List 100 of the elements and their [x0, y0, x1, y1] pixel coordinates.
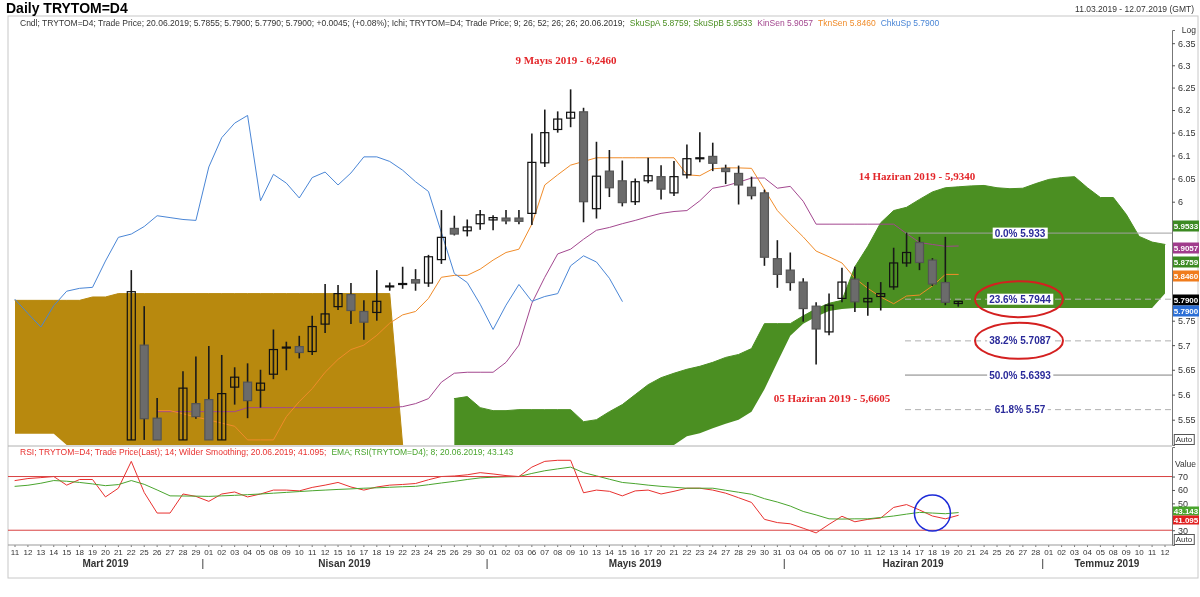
- candlestick: [488, 214, 498, 232]
- x-tick-label: 22: [398, 548, 408, 557]
- text: 43.143: [1173, 507, 1199, 516]
- y-tick-label: 6: [1178, 197, 1184, 208]
- x-tick-label: 15: [62, 548, 72, 557]
- candlestick: [346, 282, 356, 325]
- y-tick-label: 6.2: [1178, 105, 1191, 116]
- candlestick: [410, 268, 421, 292]
- x-tick-label: 12: [23, 548, 33, 557]
- x-tick-label: 14: [902, 548, 912, 557]
- annotation: 14 Haziran 2019 - 5,9340: [858, 170, 976, 182]
- x-tick-label: 21: [113, 548, 124, 557]
- x-tick-label: 31: [772, 548, 783, 557]
- x-tick-label: 29: [747, 548, 757, 557]
- candlestick: [178, 370, 188, 441]
- x-tick-label: 20: [953, 548, 964, 557]
- x-tick-label: 18: [927, 548, 938, 557]
- text: KinSen 5.9057: [757, 18, 814, 28]
- y-tick-label: 6.3: [1178, 60, 1191, 71]
- text: EMA; RSI(TRYTOM=D4); 8; 20.06.2019; 43.143: [331, 447, 514, 457]
- candlestick: [669, 160, 679, 197]
- candlestick: [230, 366, 240, 406]
- x-tick-label: 16: [346, 548, 356, 557]
- ref-line-label: 61.8% 5.57: [994, 404, 1046, 416]
- x-tick-label: 10: [294, 548, 305, 557]
- candlestick: [708, 141, 718, 172]
- x-tick-label: 13: [889, 548, 899, 557]
- x-tick-label: 15: [617, 548, 628, 557]
- candlestick: [152, 397, 162, 441]
- candlestick: [527, 132, 537, 226]
- x-tick-label: 09: [281, 548, 292, 557]
- text: Haziran 2019: [882, 558, 945, 569]
- x-tick-label: 12: [1160, 548, 1170, 557]
- y-axis-title: Log: [1181, 25, 1197, 35]
- text: Nisan 2019: [318, 558, 372, 569]
- text: Auto: [1175, 535, 1193, 544]
- y-tick-label: 5.6: [1178, 390, 1191, 400]
- candlestick: [682, 143, 692, 180]
- y-tick-label: 30: [1178, 525, 1189, 536]
- x-tick-label: 01: [204, 548, 214, 557]
- y-tick-label: 70: [1178, 471, 1189, 482]
- x-tick-label: 11: [10, 548, 20, 557]
- candlestick: [359, 299, 369, 341]
- candlestick: [656, 164, 666, 201]
- x-tick-label: 17: [915, 548, 925, 557]
- candlestick: [255, 368, 266, 409]
- candlestick: [436, 209, 446, 265]
- x-tick-label: 11: [1147, 548, 1157, 557]
- candlestick: [126, 269, 136, 441]
- candlestick: [423, 254, 434, 288]
- x-tick-label: 13: [592, 548, 602, 557]
- x-tick-label: 07: [540, 548, 550, 557]
- candlestick: [914, 236, 925, 271]
- text: 5.9533: [1173, 222, 1199, 231]
- x-tick-label: 06: [824, 548, 835, 557]
- candlestick: [566, 88, 576, 129]
- annotation: 9 Mayıs 2019 - 6,2460: [515, 54, 618, 66]
- x-tick-label: 02: [1057, 548, 1067, 557]
- x-tick-label: 21: [669, 548, 679, 557]
- text: 5.8460: [1173, 272, 1199, 281]
- x-tick-label: 18: [372, 548, 382, 557]
- x-tick-label: 01: [1044, 548, 1054, 557]
- y-tick-label: 60: [1178, 485, 1189, 496]
- candlestick: [591, 140, 602, 220]
- x-tick-label: 20: [101, 548, 111, 557]
- x-tick-label: 19: [940, 548, 951, 557]
- x-tick-label: 24: [424, 548, 434, 557]
- candlestick: [734, 164, 744, 206]
- x-tick-label: 07: [837, 548, 847, 557]
- text: 5.7900: [1173, 307, 1199, 316]
- y-tick-label: 6.35: [1178, 38, 1196, 49]
- x-tick-label: 28: [734, 548, 744, 557]
- x-tick-label: 26: [1005, 548, 1015, 557]
- annotation: 05 Haziran 2019 - 5,6605: [773, 392, 891, 404]
- x-tick-label: 15: [333, 548, 344, 557]
- text: Auto: [1175, 435, 1193, 444]
- candlestick: [242, 362, 253, 419]
- text: SkuSpA 5.8759; SkuSpB 5.9533: [629, 18, 753, 28]
- candlestick: [540, 108, 550, 168]
- candlestick: [824, 292, 834, 337]
- candlestick: [191, 355, 201, 420]
- x-tick-label: 22: [126, 548, 137, 557]
- candlestick: [837, 266, 847, 304]
- text: 5.8759: [1173, 258, 1199, 267]
- x-tick-label: 06: [527, 548, 537, 557]
- x-tick-label: 05: [1095, 548, 1106, 557]
- text: RSI; TRYTOM=D4; Trade Price(Last); 14; Wilder Smoothing; 20.06.2019; 41.095;: [20, 447, 327, 457]
- candlestick: [630, 177, 640, 206]
- candlestick: [553, 110, 563, 134]
- candlestick: [876, 281, 886, 312]
- x-tick-label: 23: [411, 548, 421, 557]
- chart-subtitle: Cndl; TRYTOM=D4; Trade Price; 20.06.2019; 5.7855; 5.7900; 5.7790; 5.7900; +0.0045; (+0.08%); Ichi; TRYTOM=D4; Trade Price; 9; 26; 52; 26; 26; 20.06.2019;: [20, 18, 625, 28]
- text: 5.9057: [1173, 244, 1199, 253]
- x-tick-label: 25: [992, 548, 1003, 557]
- x-tick-label: 11: [863, 548, 873, 557]
- x-tick-label: 03: [785, 548, 796, 557]
- x-tick-label: 28: [1031, 548, 1041, 557]
- candlestick: [927, 257, 938, 287]
- x-tick-label: 03: [1070, 548, 1080, 557]
- x-tick-label: 29: [191, 548, 201, 557]
